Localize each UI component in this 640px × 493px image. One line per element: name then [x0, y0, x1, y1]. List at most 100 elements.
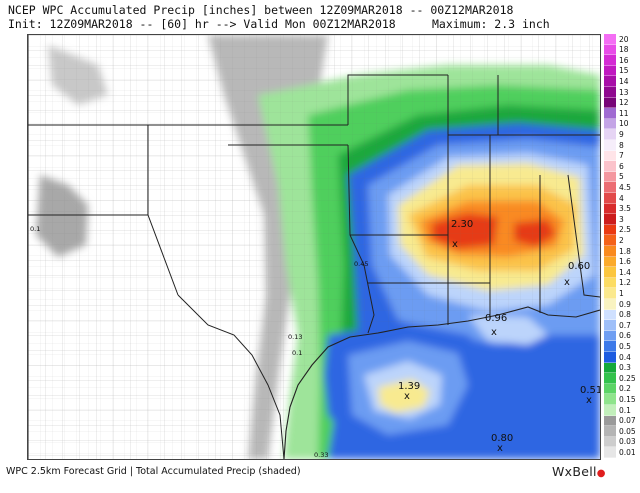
legend-label: 0.7: [619, 320, 631, 330]
legend-label: 4: [619, 193, 624, 203]
legend-swatch: [604, 65, 616, 77]
legend-swatch: [604, 193, 616, 204]
legend-label: 0.01: [619, 447, 636, 457]
legend-entry: 0.05: [604, 426, 640, 437]
legend-swatch: [604, 447, 616, 458]
legend-entry: 0.5: [604, 341, 640, 352]
legend-label: 10: [619, 119, 629, 129]
legend-entry: 0.03: [604, 436, 640, 448]
legend-swatch: [604, 309, 616, 321]
legend-swatch: [604, 341, 616, 352]
legend-label: 16: [619, 55, 629, 65]
legend-label: 2: [619, 235, 624, 245]
value-label: 0.80: [491, 433, 513, 444]
legend-entry: 0.01: [604, 447, 640, 458]
legend-label: 18: [619, 45, 629, 55]
legend-entry: 0.9: [604, 299, 640, 310]
legend-label: 0.05: [619, 426, 636, 436]
legend-swatch: [604, 118, 616, 130]
legend-entry: 0.2: [604, 383, 640, 395]
legend-entry: 4: [604, 193, 640, 204]
legend-swatch: [604, 44, 616, 56]
legend-swatch: [604, 277, 616, 289]
legend-swatch: [604, 267, 616, 278]
legend-entry: 12: [604, 97, 640, 109]
legend-swatch: [604, 436, 616, 448]
legend-entry: 1.6: [604, 256, 640, 268]
legend-label: 1.4: [619, 267, 631, 277]
legend-entry: 1.2: [604, 277, 640, 289]
legend-label: 1.6: [619, 257, 631, 267]
legend-entry: 0.07: [604, 415, 640, 427]
legend-entry: 7: [604, 150, 640, 162]
x-marker: x: [404, 391, 410, 402]
legend-entry: 3: [604, 214, 640, 225]
legend-swatch: [604, 330, 616, 342]
value-label: 0.60: [568, 261, 590, 272]
footer-caption: WPC 2.5km Forecast Grid | Total Accumula…: [6, 466, 301, 477]
legend-label: 0.9: [619, 299, 631, 309]
legend-label: 0.1: [619, 405, 631, 415]
legend-label: 20: [619, 34, 629, 44]
legend-swatch: [604, 362, 616, 374]
x-marker: x: [491, 327, 497, 338]
x-marker: x: [497, 443, 503, 454]
legend-label: 0.07: [619, 416, 636, 426]
legend-entry: 0.4: [604, 352, 640, 363]
legend-label: 2.5: [619, 225, 631, 235]
legend-swatch: [604, 76, 616, 87]
legend-label: 4.5: [619, 182, 631, 192]
legend-entry: 0.3: [604, 362, 640, 374]
legend-swatch: [604, 34, 616, 45]
legend-swatch: [604, 224, 616, 236]
legend-swatch: [604, 55, 616, 66]
legend-entry: 20: [604, 34, 640, 45]
legend-entry: 0.8: [604, 309, 640, 321]
legend-entry: 2: [604, 235, 640, 246]
legend-label: 0.2: [619, 384, 631, 394]
legend-swatch: [604, 299, 616, 310]
legend-swatch: [604, 161, 616, 172]
legend-label: 0.6: [619, 331, 631, 341]
legend-label: 6: [619, 161, 624, 171]
legend-label: 0.5: [619, 341, 631, 351]
init-valid-line: Init: 12Z09MAR2018 -- [60] hr --> Valid …: [8, 17, 396, 31]
legend-entry: 0.15: [604, 394, 640, 405]
value-label: 0.13: [288, 333, 302, 341]
legend-entry: 2.5: [604, 224, 640, 236]
legend-swatch: [604, 352, 616, 363]
legend-swatch: [604, 203, 616, 215]
legend-swatch: [604, 87, 616, 98]
legend-label: 3: [619, 214, 624, 224]
map-title: NCEP WPC Accumulated Precip [inches] bet…: [8, 3, 514, 17]
legend-label: 3.5: [619, 204, 631, 214]
legend-label: 1.8: [619, 246, 631, 256]
legend-entry: 15: [604, 65, 640, 77]
value-label: 0.96: [485, 313, 507, 324]
legend-label: 0.8: [619, 310, 631, 320]
legend-entry: 10: [604, 118, 640, 130]
legend-swatch: [604, 150, 616, 162]
legend-swatch: [604, 415, 616, 427]
legend-swatch: [604, 246, 616, 257]
value-label: 1.39: [398, 381, 420, 392]
value-label: 0.1: [30, 225, 40, 233]
legend-entry: 3.5: [604, 203, 640, 215]
legend-label: 0.15: [619, 394, 636, 404]
value-label: 0.33: [314, 451, 328, 459]
legend-label: 0.4: [619, 352, 631, 362]
legend-entry: 6: [604, 161, 640, 172]
legend-entry: 11: [604, 108, 640, 119]
legend-swatch: [604, 171, 616, 183]
legend-entry: 0.1: [604, 405, 640, 416]
legend-swatch: [604, 182, 616, 193]
legend-swatch: [604, 129, 616, 140]
x-marker: x: [452, 239, 458, 250]
legend-swatch: [604, 97, 616, 109]
legend-swatch: [604, 214, 616, 225]
wxbell-logo: WxBell●: [552, 464, 606, 479]
legend-label: 0.3: [619, 363, 631, 373]
legend-entry: 0.6: [604, 330, 640, 342]
legend-entry: 5: [604, 171, 640, 183]
value-label: 0.1: [292, 349, 302, 357]
